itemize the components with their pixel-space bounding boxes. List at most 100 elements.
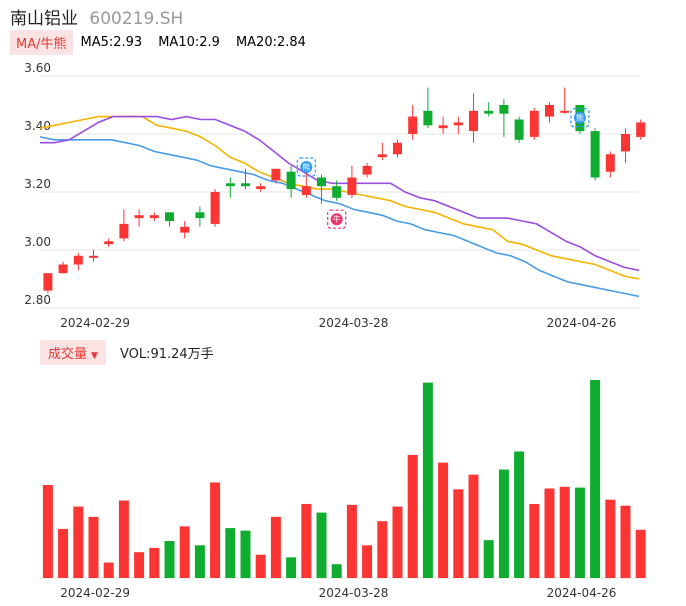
price-y-tick-label: 3.40 <box>24 119 51 133</box>
candle-body <box>514 119 524 140</box>
volume-bar <box>240 530 251 578</box>
volume-bar <box>574 487 585 578</box>
candle <box>119 209 129 242</box>
candle-body <box>149 215 159 219</box>
candle <box>377 142 387 161</box>
volume-bar <box>73 506 84 578</box>
candle <box>453 116 463 134</box>
candle-body <box>362 165 372 175</box>
candle <box>560 87 570 114</box>
bull-signal-icon: 牛 <box>327 209 347 229</box>
signal-dot <box>300 161 313 173</box>
signal-label: 牛 <box>333 214 341 224</box>
volume-bar <box>270 516 281 578</box>
candle <box>286 165 296 198</box>
volume-indicator-tab[interactable]: 成交量 ▼ <box>40 339 106 365</box>
volume-bar <box>88 516 99 578</box>
candle <box>210 189 220 227</box>
candle <box>241 168 250 190</box>
candle-body <box>134 215 144 219</box>
volume-bar <box>483 540 494 578</box>
ma10-label: MA10:2.9 <box>158 34 220 50</box>
volume-bar <box>377 521 388 578</box>
candle <box>621 128 630 163</box>
stock-header: 南山铝业 600219.SH <box>10 4 183 29</box>
bear-signal-icon: 熊 <box>570 108 590 128</box>
price-x-tick-label: 2024-04-26 <box>547 316 617 330</box>
candle-body <box>271 168 281 181</box>
dropdown-arrow-icon: ▼ <box>91 350 98 361</box>
ma20-line <box>39 136 640 298</box>
candle <box>271 168 281 184</box>
candle-body <box>393 142 402 155</box>
candle <box>73 252 83 271</box>
volume-bar <box>286 557 297 578</box>
candle-body <box>636 122 646 137</box>
candle <box>195 206 205 227</box>
candle <box>165 212 174 227</box>
candle-body <box>423 110 433 126</box>
candle-body <box>545 105 554 117</box>
volume-bar <box>58 528 69 578</box>
candle <box>484 102 494 117</box>
candle-body <box>43 273 53 291</box>
volume-bar <box>362 545 373 578</box>
candle <box>514 116 524 143</box>
candle-body <box>210 192 220 224</box>
volume-bar <box>346 504 357 578</box>
candle-body <box>590 131 600 178</box>
volume-bar <box>559 486 570 578</box>
candle-body <box>73 255 83 265</box>
candle-body <box>605 154 615 172</box>
volume-tab-label: 成交量 <box>48 346 88 362</box>
volume-bar <box>118 500 129 578</box>
candle-body <box>332 186 342 198</box>
volume-bar <box>194 545 205 578</box>
volume-bar <box>620 505 631 578</box>
price-chart[interactable]: 3.60 3.40 3.20 3.00 2.80 2024-02-29 2024-03-28… <box>0 0 686 335</box>
ma5-line <box>40 115 640 272</box>
price-y-tick-label: 3.20 <box>24 177 51 191</box>
ma5-label: MA5:2.93 <box>80 34 143 50</box>
candle-body <box>347 177 357 195</box>
bear-signal-icon: 熊 <box>296 157 316 177</box>
candle-body <box>377 154 387 158</box>
volume-bar <box>468 474 479 578</box>
signal-frame <box>327 209 347 229</box>
volume-bar <box>301 503 312 578</box>
candle-body <box>560 110 570 113</box>
candle-body <box>499 105 509 114</box>
candle-body <box>119 223 129 239</box>
volume-bar <box>605 499 616 578</box>
candle <box>347 165 357 198</box>
candle <box>332 180 342 201</box>
candle-body <box>317 177 326 187</box>
candle-body <box>621 134 630 152</box>
candle <box>393 139 402 158</box>
signal-label: 熊 <box>302 162 310 172</box>
price-x-tick-label: 2024-02-29 <box>60 316 130 330</box>
volume-x-tick-label: 2024-04-26 <box>547 586 617 600</box>
volume-bar <box>225 528 236 578</box>
volume-bar <box>498 469 509 578</box>
candle <box>362 163 372 178</box>
candle-body <box>453 122 463 126</box>
candle <box>134 209 144 227</box>
candle <box>423 87 433 129</box>
volume-bar <box>149 547 160 578</box>
candle <box>58 261 68 274</box>
candle-body <box>438 125 448 129</box>
candle <box>301 168 311 198</box>
candle <box>256 183 266 192</box>
volume-x-tick-label: 2024-03-28 <box>319 586 389 600</box>
candle-body <box>195 212 205 219</box>
candle-body <box>408 116 418 134</box>
candle-body <box>89 255 98 258</box>
ma-indicator-tab[interactable]: MA/牛熊 <box>10 29 73 55</box>
price-y-tick-label: 3.60 <box>24 61 51 75</box>
volume-bar <box>590 380 601 578</box>
candle <box>317 174 326 204</box>
candle-body <box>469 110 478 132</box>
candle-body <box>180 226 190 233</box>
